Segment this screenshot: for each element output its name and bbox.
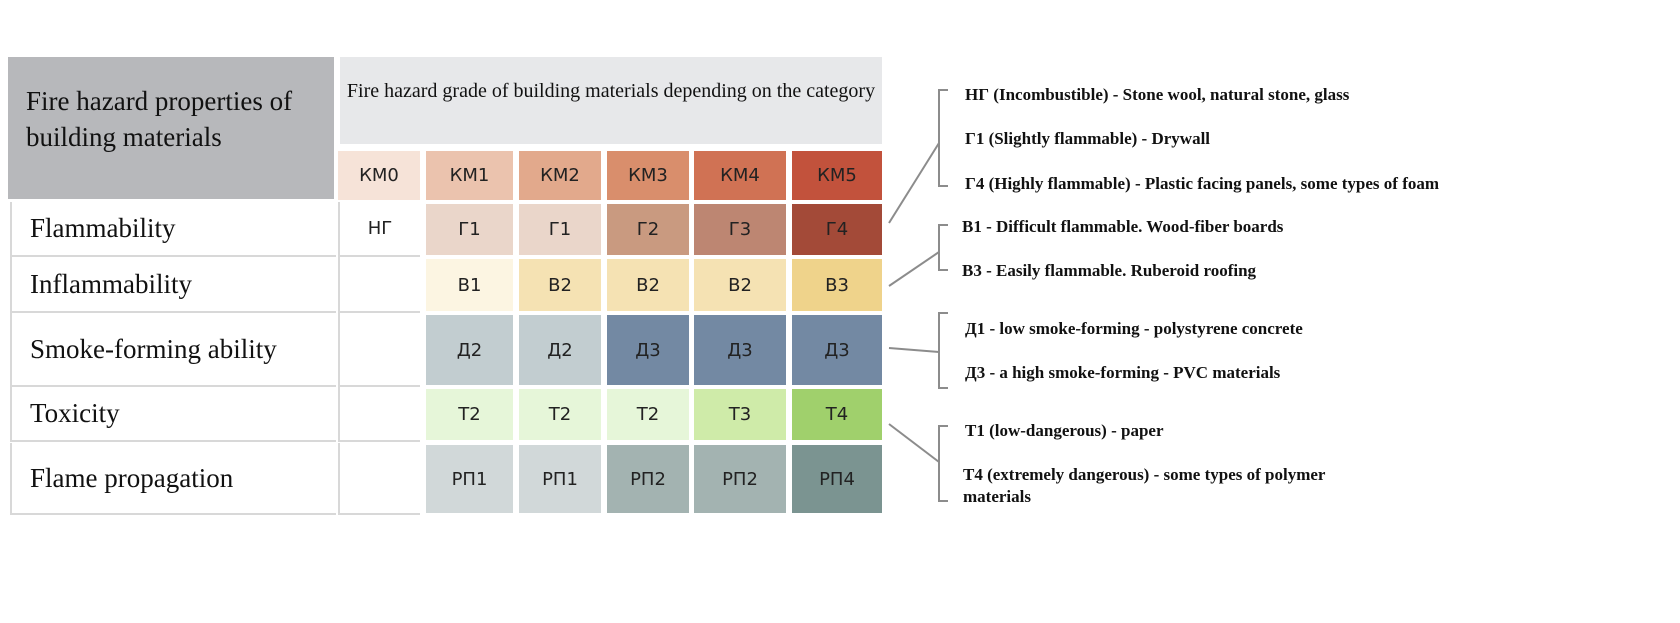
row-label: Inflammability bbox=[10, 257, 336, 313]
row-label: Toxicity bbox=[10, 387, 336, 442]
km0-cell bbox=[338, 313, 420, 387]
table-header: Fire hazard grade of building materials … bbox=[340, 57, 882, 144]
grade-cell: РП4 bbox=[792, 445, 882, 513]
grade-cell: Д3 bbox=[694, 315, 786, 385]
grade-cell: Т3 bbox=[694, 389, 786, 440]
grade-cell: Г3 bbox=[694, 204, 786, 255]
note-line: Т1 (low-dangerous) - paper bbox=[965, 421, 1164, 440]
brace-smoke bbox=[938, 312, 948, 389]
category-4: КМ4 bbox=[694, 151, 786, 200]
km0-cell bbox=[338, 257, 420, 313]
grade-cell: Д3 bbox=[792, 315, 882, 385]
grade-cell: Д2 bbox=[426, 315, 513, 385]
grade-cell: Г2 bbox=[607, 204, 689, 255]
grade-cell: Д3 bbox=[607, 315, 689, 385]
note-line: НГ (Incombustible) - Stone wool, natural… bbox=[965, 85, 1350, 104]
brace-flammability bbox=[938, 89, 948, 187]
grade-cell: Г1 bbox=[519, 204, 601, 255]
km0-cell bbox=[338, 443, 420, 515]
row-label: Flame propagation bbox=[10, 443, 336, 515]
table-title: Fire hazard properties of building mater… bbox=[8, 57, 334, 199]
grade-cell: Т2 bbox=[607, 389, 689, 440]
row-label: Smoke-forming ability bbox=[10, 313, 336, 387]
category-0: КМ0 bbox=[338, 151, 420, 200]
grade-cell: Г4 bbox=[792, 204, 882, 255]
grade-cell: РП1 bbox=[426, 445, 513, 513]
connector-toxicity bbox=[888, 423, 940, 463]
category-1: КМ1 bbox=[426, 151, 513, 200]
grade-cell: Т4 bbox=[792, 389, 882, 440]
category-2: КМ2 bbox=[519, 151, 601, 200]
note-line: В1 - Difficult flammable. Wood-fiber boa… bbox=[962, 217, 1284, 236]
grade-cell: В3 bbox=[792, 259, 882, 311]
note-line: Д1 - low smoke-forming - polystyrene con… bbox=[965, 319, 1303, 338]
grade-cell: РП2 bbox=[694, 445, 786, 513]
grade-cell: В2 bbox=[607, 259, 689, 311]
grade-cell: Г1 bbox=[426, 204, 513, 255]
connector-smoke bbox=[888, 347, 940, 353]
note-line: В3 - Easily flammable. Ruberoid roofing bbox=[962, 261, 1257, 280]
grade-cell: В2 bbox=[694, 259, 786, 311]
brace-toxicity bbox=[938, 425, 948, 502]
grade-cell: В1 bbox=[426, 259, 513, 311]
note-line: Г1 (Slightly flammable) - Drywall bbox=[965, 129, 1211, 148]
category-3: КМ3 bbox=[607, 151, 689, 200]
connector-inflammability bbox=[888, 251, 940, 287]
note-line: Г4 (Highly flammable) - Plastic facing p… bbox=[965, 174, 1440, 193]
km0-cell: НГ bbox=[338, 202, 420, 257]
note-line: materials bbox=[963, 487, 1031, 506]
grade-cell: Д2 bbox=[519, 315, 601, 385]
brace-inflammability bbox=[938, 224, 948, 271]
note-line: Т4 (extremely dangerous) - some types of… bbox=[963, 465, 1326, 484]
note-line: Д3 - a high smoke-forming - PVC material… bbox=[965, 363, 1281, 382]
grade-cell: В2 bbox=[519, 259, 601, 311]
grade-cell: Т2 bbox=[426, 389, 513, 440]
km0-cell bbox=[338, 387, 420, 442]
grade-cell: Т2 bbox=[519, 389, 601, 440]
grade-cell: РП2 bbox=[607, 445, 689, 513]
grade-cell: РП1 bbox=[519, 445, 601, 513]
row-label: Flammability bbox=[10, 202, 336, 257]
connector-flammability bbox=[888, 142, 940, 224]
category-5: КМ5 bbox=[792, 151, 882, 200]
